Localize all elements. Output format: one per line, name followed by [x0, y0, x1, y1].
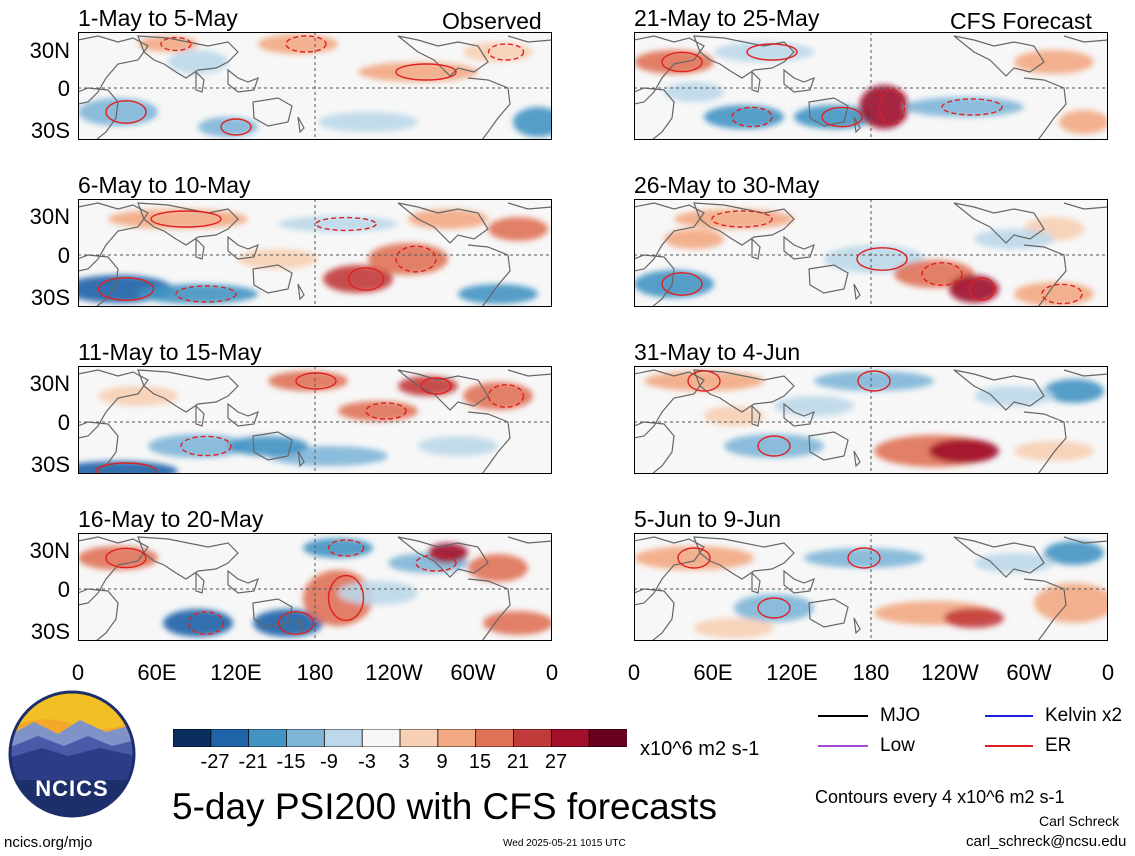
panel-title-6: 26-May to 30-May — [634, 172, 820, 198]
colorbar-swatch — [286, 729, 326, 747]
ncics-logo: NCICS — [8, 690, 136, 818]
lat-label-30s: 30S — [30, 452, 70, 477]
lon-label-180: 180 — [852, 660, 890, 685]
lat-label-eq: 0 — [57, 76, 70, 101]
map-panel-6 — [634, 199, 1108, 307]
footer-timestamp: Wed 2025-05-21 1015 UTC — [503, 838, 626, 849]
lon-label-0: 0 — [627, 660, 641, 685]
lon-label-60e: 60E — [137, 660, 177, 685]
lat-label-30n: 30N — [29, 371, 70, 396]
colorbar-label: -27 — [200, 751, 230, 773]
map-panel-8 — [634, 533, 1108, 641]
colorbar-swatch — [210, 729, 250, 747]
lon-label-120e: 120E — [210, 660, 262, 685]
lon-label-60w: 60W — [1006, 660, 1052, 685]
colorbar — [173, 729, 627, 747]
main-title: 5-day PSI200 with CFS forecasts — [172, 786, 717, 827]
map-panel-4 — [78, 533, 552, 641]
colorbar-label: -9 — [320, 751, 338, 773]
legend-line-mjo — [818, 715, 868, 717]
panel-title-3: 11-May to 15-May — [78, 339, 262, 365]
contours-note: Contours every 4 x10^6 m2 s-1 — [815, 787, 1065, 807]
panel-title-1: 1-May to 5-May — [78, 5, 238, 31]
footer-author: Carl Schreck — [1039, 813, 1120, 829]
legend-line-low — [818, 745, 868, 747]
panel-title-5: 21-May to 25-May — [634, 5, 820, 31]
logo-text: NCICS — [35, 776, 108, 801]
panel-title-2: 6-May to 10-May — [78, 172, 251, 198]
lon-label-0-end: 0 — [1101, 660, 1115, 685]
colorbar-swatch — [399, 729, 439, 747]
colorbar-label: 9 — [436, 751, 448, 773]
footer-email[interactable]: carl_schreck@ncsu.edu — [966, 833, 1127, 850]
lon-label-120w: 120W — [365, 660, 423, 685]
panel-title-4: 16-May to 20-May — [78, 506, 264, 532]
map-panel-7 — [634, 366, 1108, 474]
footer-url[interactable]: ncics.org/mjo — [4, 834, 93, 851]
map-panel-5 — [634, 32, 1108, 140]
legend-label-er: ER — [1045, 735, 1072, 756]
legend-label-low: Low — [880, 735, 915, 756]
colorbar-swatch — [550, 729, 591, 747]
lon-label-60w: 60W — [450, 660, 496, 685]
lat-label-30s: 30S — [30, 118, 70, 143]
forecast-label: CFS Forecast — [950, 8, 1092, 34]
lat-label-30n: 30N — [29, 38, 70, 63]
colorbar-swatch — [588, 729, 627, 747]
legend-label-mjo: MJO — [880, 705, 921, 726]
colorbar-label: 3 — [398, 751, 410, 773]
map-panel-1 — [78, 32, 552, 140]
colorbar-swatch — [361, 729, 401, 747]
panel-title-7: 31-May to 4-Jun — [634, 339, 801, 365]
lon-label-60e: 60E — [693, 660, 733, 685]
observed-label: Observed — [442, 8, 542, 34]
colorbar-label: -15 — [276, 751, 306, 773]
colorbar-label: -3 — [358, 751, 376, 773]
legend-line-er — [985, 745, 1033, 747]
colorbar-label: 21 — [506, 751, 530, 773]
lat-label-30s: 30S — [30, 285, 70, 310]
lon-label-0-end: 0 — [545, 660, 559, 685]
map-panel-2 — [78, 199, 552, 307]
legend-line-kelvin — [985, 715, 1033, 717]
lat-label-eq: 0 — [57, 243, 70, 268]
lon-label-0: 0 — [71, 660, 85, 685]
lon-label-180: 180 — [296, 660, 334, 685]
colorbar-label: 27 — [544, 751, 568, 773]
colorbar-units: x10^6 m2 s-1 — [640, 738, 760, 760]
legend-label-kelvin: Kelvin x2 — [1045, 705, 1123, 726]
colorbar-swatch — [437, 729, 477, 747]
lon-label-120e: 120E — [766, 660, 818, 685]
colorbar-swatch — [248, 729, 288, 747]
panel-title-8: 5-Jun to 9-Jun — [634, 506, 782, 532]
colorbar-swatch — [475, 729, 515, 747]
lat-label-30n: 30N — [29, 538, 70, 563]
lat-label-eq: 0 — [57, 577, 70, 602]
colorbar-label: 15 — [468, 751, 492, 773]
colorbar-label: -21 — [238, 751, 268, 773]
colorbar-swatch — [173, 729, 212, 747]
lat-label-30s: 30S — [30, 619, 70, 644]
colorbar-swatch — [323, 729, 364, 747]
colorbar-swatch — [513, 729, 553, 747]
lat-label-eq: 0 — [57, 410, 70, 435]
lon-label-120w: 120W — [921, 660, 979, 685]
map-panel-3 — [78, 366, 552, 474]
lat-label-30n: 30N — [29, 204, 70, 229]
